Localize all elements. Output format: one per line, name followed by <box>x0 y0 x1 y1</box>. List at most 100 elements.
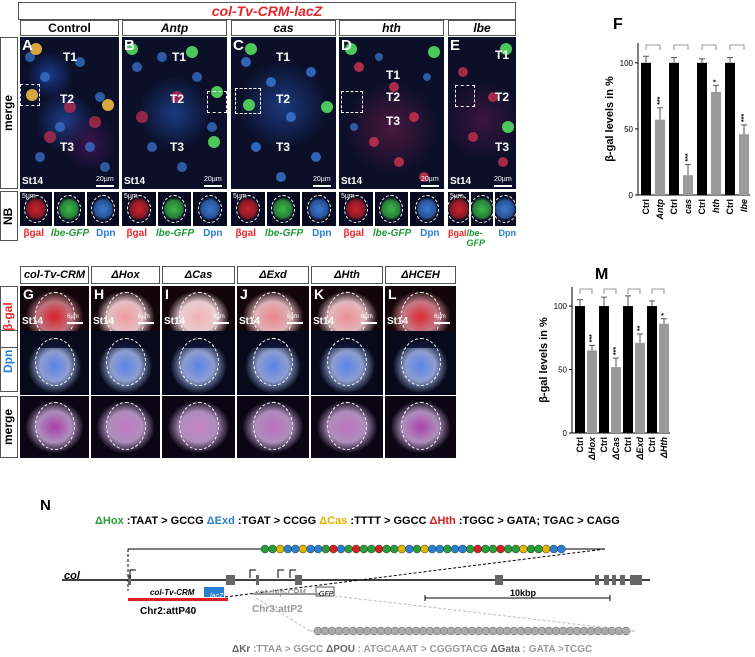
binding-site <box>458 544 467 554</box>
scale-label-d: 20µm <box>421 176 439 183</box>
seg-a-t3: T3 <box>60 140 75 154</box>
exon <box>630 575 642 585</box>
row-label-merge2: merge <box>1 408 15 446</box>
stage-label: St14 <box>93 316 115 327</box>
x-tick-label: ΔCas <box>611 437 621 461</box>
nb-inset <box>122 192 156 226</box>
nb-inset <box>87 192 119 226</box>
scale-10kbp-label: 10kbp <box>510 588 537 598</box>
dashed-box-c <box>235 88 261 114</box>
binding-site <box>450 544 460 554</box>
panel-b-merge <box>122 37 227 189</box>
x-tick-label: Ctrl <box>575 437 585 453</box>
nb-label-bgal: βgal <box>343 228 364 239</box>
legend-gata-rule: : GATA >TCGC <box>519 644 593 655</box>
y-tick-label: 50 <box>558 366 567 375</box>
binding-site <box>473 544 483 554</box>
scale-bar <box>67 322 83 324</box>
bottom-legend: ΔKr :TTAA > GGCC ΔPOU : ATGCAAAT > CGGGT… <box>232 644 592 655</box>
bar <box>611 366 621 433</box>
panel-letter: J <box>240 286 248 302</box>
cell-outline <box>327 402 367 450</box>
exon <box>495 575 503 585</box>
binding-site <box>298 544 308 554</box>
scale-label: 6µm <box>287 314 299 320</box>
construct1-label: col-Tv-CRM <box>150 588 195 597</box>
comparison-bracket <box>645 44 661 50</box>
row-label-merge-box <box>0 37 18 189</box>
bottom-col-header: ΔHCEH <box>385 266 456 284</box>
scale-bar <box>361 322 377 324</box>
col-header-antp <box>122 20 227 36</box>
scale-label-e: 20µm <box>494 176 512 183</box>
panel-letter: G <box>23 286 34 302</box>
binding-site <box>519 544 528 554</box>
binding-site <box>534 544 543 554</box>
binding-site <box>481 544 490 554</box>
stage-label-a: St14 <box>22 176 44 187</box>
nb-cell-outline <box>379 195 404 223</box>
nb-inset <box>157 192 192 226</box>
cell-outline <box>34 338 75 386</box>
bottom-panel-merge <box>162 396 235 458</box>
significance-label: *** <box>613 347 620 355</box>
nb-label-lbe: lbe-GFP <box>155 228 195 239</box>
panel-letter-e: E <box>450 37 461 54</box>
bar <box>697 62 707 196</box>
nb-cell-outline <box>23 195 48 223</box>
col-header-lbe <box>448 20 516 36</box>
x-tick-label: Ctrl <box>647 437 657 453</box>
binding-site <box>557 544 566 554</box>
cell-outline <box>105 402 146 450</box>
nb-label-dpn: Dpn <box>96 228 116 239</box>
stage-label: St14 <box>164 316 186 327</box>
nb-label-bgal: βgal <box>126 228 147 239</box>
nb-cell-outline <box>162 195 187 223</box>
nb-cell-outline <box>471 195 493 223</box>
seg-d-t2: T2 <box>386 90 401 104</box>
scale-bar-b <box>204 185 222 187</box>
seg-d-t1: T1 <box>386 68 401 82</box>
bar <box>623 306 633 433</box>
binding-site <box>420 544 429 554</box>
nb-inset <box>302 192 336 226</box>
binding-site <box>306 544 315 554</box>
gfp-box <box>315 586 335 597</box>
col-header-cas <box>231 20 336 36</box>
bottom-panel-dpn <box>20 331 89 395</box>
exon <box>612 575 616 585</box>
bottom-panel-merge <box>91 396 160 458</box>
scale-bar-e <box>494 185 512 187</box>
col-header-hth <box>339 20 444 36</box>
legend-pou-rule: : ATGCAAAT > CGGGTACG <box>355 644 488 655</box>
nb-labels: βgal lbe-GFP Dpn <box>231 228 336 242</box>
reporter1-label: lacZ <box>210 593 224 600</box>
binding-site <box>382 544 391 554</box>
panel-d-merge <box>339 37 444 189</box>
seg-c-t2: T2 <box>276 92 291 106</box>
reporter2-label: GFP <box>319 591 334 598</box>
binding-site <box>405 544 414 554</box>
legend-exd-rule: :TGAT > CCGG <box>234 515 317 527</box>
significance-label: * <box>661 313 668 316</box>
row-label-bgal-box <box>0 286 18 348</box>
gene-map <box>62 544 650 636</box>
comparison-bracket <box>579 288 593 294</box>
scale-label: 6µm <box>213 314 225 320</box>
binding-site <box>389 544 399 554</box>
scale-bar <box>434 322 450 324</box>
scale-label-c: 20µm <box>313 176 331 183</box>
nb-inset <box>266 192 301 226</box>
legend-cas-name: ΔCas <box>319 515 348 527</box>
top-legend: ΔHox :TAAT > GCCG ΔExd :TGAT > CCGG ΔCas… <box>95 515 620 527</box>
cell-outline <box>105 338 146 386</box>
stage-label: St14 <box>387 316 409 327</box>
binding-site <box>359 544 369 554</box>
bottom-panel-dpn <box>385 331 456 395</box>
exon <box>620 575 625 585</box>
binding-site <box>412 544 422 554</box>
dashed-box-a <box>20 84 40 106</box>
site2-label: Chr3:attP2 <box>252 604 303 615</box>
x-tick-label: Antp <box>655 199 665 221</box>
